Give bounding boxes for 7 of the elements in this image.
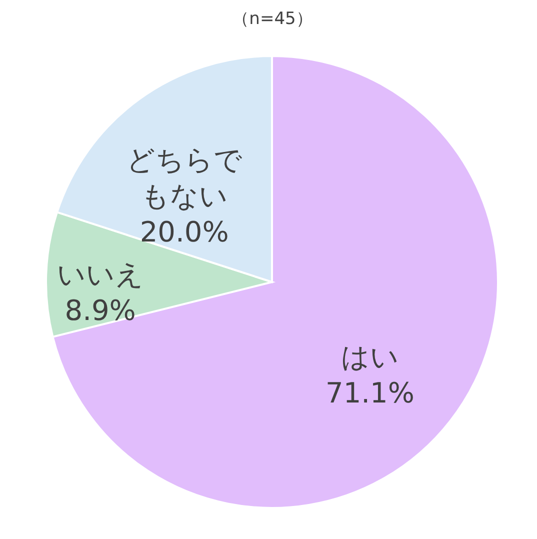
data-label: 71.1% (326, 376, 414, 410)
data-label: 8.9% (64, 294, 136, 328)
slice-label: はい (340, 340, 399, 374)
chart-title: （n=45） (232, 9, 313, 29)
slice-label: いいえ (56, 258, 144, 292)
data-label: 20.0% (140, 215, 229, 248)
slice-label: どちらでもない (126, 143, 242, 212)
